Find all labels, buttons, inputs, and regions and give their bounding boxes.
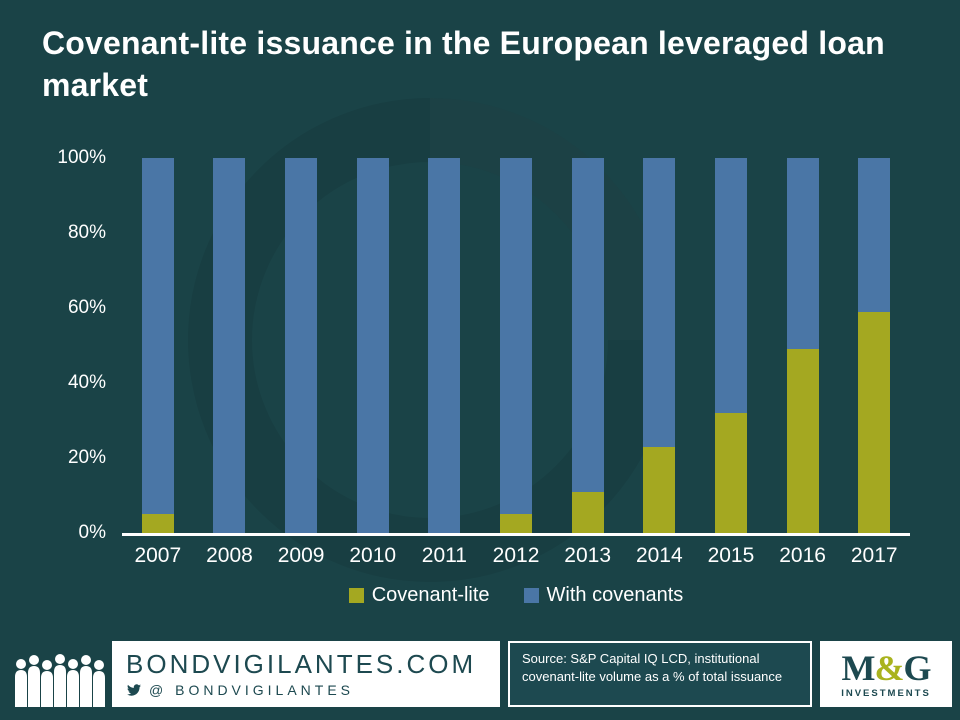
x-tick-label-2016: 2016 [779,544,826,567]
bar-segment-2012-with-covenants [500,158,533,515]
y-tick-label-100: 100% [57,147,106,168]
x-tick-label-2010: 2010 [349,544,397,567]
bar-segment-2014-covenant-lite [643,446,676,533]
bar-2008 [194,158,266,533]
legend-item-with-covenants: With covenants [523,584,684,607]
bar-2009 [265,158,337,533]
mg-investments-logo: M&G [841,647,932,688]
bar-segment-2010-with-covenants [356,158,389,533]
people-silhouettes-icon [15,654,105,707]
mg-logo-subtitle: INVESTMENTS [841,687,931,699]
y-tick-label-60: 60% [67,297,106,318]
x-labels: 2007 2008 2009 2010 2011 2012 2013 2014 2015 2016… [122,544,910,568]
x-tick-label-2008: 2008 [206,544,253,567]
bar-2015 [695,158,767,533]
x-tick-label-2007: 2007 [134,544,182,567]
plot-area [122,158,910,536]
brand-panel: BONDVIGILANTES.COM @ BONDVIGILANTES [8,641,500,707]
bar-segment-2012-covenant-lite [500,514,533,533]
bar-segment-2016-with-covenants [786,158,819,350]
y-tick-label-80: 80% [67,222,106,243]
bar-segment-2013-covenant-lite [571,491,604,533]
x-tick-label-2011: 2011 [421,544,467,567]
legend-item-covenant-lite: Covenant-lite [348,584,490,607]
bar-segment-2015-with-covenants [714,158,747,413]
mg-logo-m: M [841,647,876,688]
bar-segment-2011-with-covenants [428,158,461,533]
bar-2012 [480,158,552,533]
bar-segment-2016-covenant-lite [786,349,819,533]
bar-2010 [337,158,409,533]
legend-label: Covenant-lite [371,584,490,606]
x-tick-label-2013: 2013 [564,544,612,567]
stacked-bar-chart: 0% 20% 40% 60% 80% 100% 2007 2008 2009 2010 2011 2… [40,147,910,607]
y-tick-label-20: 20% [67,447,106,468]
brand-url: BONDVIGILANTES.COM [126,649,477,680]
x-tick-label-2012: 2012 [492,544,540,567]
legend-swatch [523,588,539,603]
twitter-bird-icon [127,684,141,696]
x-tick-label-2015: 2015 [707,544,755,567]
bar-2013 [552,158,624,533]
brand-text: BONDVIGILANTES.COM @ BONDVIGILANTES [126,650,476,698]
mg-logo-ampersand: & [874,647,904,688]
y-tick-label-40: 40% [67,372,106,393]
crowd-icon [8,641,112,707]
bar-2007 [122,158,194,533]
bar-segment-2015-covenant-lite [714,413,747,533]
mg-logo-panel: M&G INVESTMENTS [820,641,952,707]
footer: BONDVIGILANTES.COM @ BONDVIGILANTES Sour… [0,638,960,720]
bar-2017 [838,158,910,533]
bar-2014 [623,158,695,533]
x-tick-label-2014: 2014 [635,544,683,567]
y-tick-label-0: 0% [78,522,106,543]
bar-segment-2007-with-covenants [141,158,174,515]
bar-segment-2007-covenant-lite [141,514,174,533]
page-title: Covenant-lite issuance in the European l… [42,25,885,104]
bar-segment-2014-with-covenants [643,158,676,447]
legend-swatch [348,588,364,603]
x-tick-label-2009: 2009 [277,544,325,567]
legend-label: With covenants [546,584,684,606]
bar-segment-2017-covenant-lite [858,311,891,533]
bar-2011 [409,158,481,533]
x-tick-label-2017: 2017 [850,544,898,567]
bar-2016 [767,158,839,533]
y-axis: 0% 20% 40% 60% 80% 100% [40,147,122,543]
bar-segment-2017-with-covenants [858,158,891,312]
bar-segment-2013-with-covenants [571,158,604,492]
bar-segment-2009-with-covenants [285,158,318,533]
source-note: Source: S&P Capital IQ LCD, institutiona… [508,641,812,707]
twitter-handle: @ BONDVIGILANTES [149,681,355,698]
bar-segment-2008-with-covenants [213,158,246,533]
mg-logo-g: G [903,647,931,688]
legend: Covenant-lite With covenants [122,584,910,607]
